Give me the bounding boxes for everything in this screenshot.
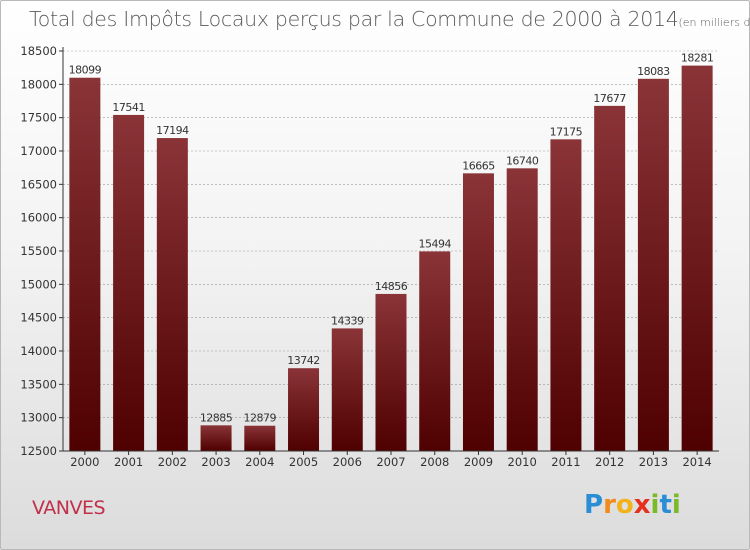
bar-value-label: 17541 [112,101,145,114]
x-tick-label: 2002 [158,455,187,469]
title-text: Total des Impôts Locaux perçus par la Co… [29,7,679,31]
x-tick-label: 2000 [70,455,99,469]
logo-letter: P [584,490,604,520]
x-tick-label: 2010 [508,455,537,469]
x-tick-label: 2009 [464,455,493,469]
x-tick-label: 2011 [551,455,580,469]
y-tick-label: 16500 [20,177,57,191]
y-tick-label: 15500 [20,244,57,258]
bar-value-label: 15494 [418,237,451,250]
x-tick-label: 2008 [420,455,449,469]
y-tick-label: 15000 [20,277,57,291]
x-tick-label: 2014 [682,455,711,469]
bar [462,173,494,452]
bar-value-label: 12879 [244,412,277,425]
logo-letter: x [633,490,651,520]
bar-value-label: 13742 [287,354,320,367]
bar [244,425,276,451]
y-tick-label: 13500 [20,377,57,391]
y-tick-label: 12500 [20,444,57,458]
bar [200,425,232,451]
bar-value-label: 16740 [506,154,539,167]
bar-value-label: 18083 [637,65,670,78]
y-tick-label: 14000 [20,344,57,358]
bar [375,293,407,451]
bar-value-label: 18281 [681,52,714,65]
x-tick-label: 2006 [333,455,362,469]
x-tick-label: 2013 [639,455,668,469]
bar-value-label: 14856 [375,280,408,293]
y-tick-label: 16000 [20,211,57,225]
logo-letter: i [650,490,660,520]
bar-value-label: 17677 [593,92,626,105]
y-tick-label: 13000 [20,411,57,425]
proxiti-logo: Proxiti [584,490,681,520]
bar [288,368,320,451]
bar [419,251,451,451]
bar [156,138,188,452]
x-tick-label: 2003 [201,455,230,469]
bar [550,139,582,452]
logo-letter: r [603,490,616,520]
bar [506,168,538,452]
logo-letter: t [659,490,672,520]
bar [681,65,713,451]
bar [113,114,145,451]
bar [594,105,626,451]
x-tick-label: 2005 [289,455,318,469]
bar [637,78,669,452]
x-tick-label: 2004 [245,455,274,469]
bar-value-label: 14339 [331,314,364,327]
y-tick-label: 18500 [20,44,57,58]
y-tick-label: 17000 [20,144,57,158]
bar-value-label: 17175 [550,125,583,138]
y-tick-label: 14500 [20,311,57,325]
logo-letter: o [615,490,634,520]
x-tick-label: 2007 [376,455,405,469]
x-tick-label: 2012 [595,455,624,469]
bar-value-label: 17194 [156,124,189,137]
bar-value-label: 16665 [462,159,495,172]
unit-note: (en milliers d'€) [678,16,750,29]
chart-title: Total des Impôts Locaux perçus par la Co… [29,7,750,31]
bar [331,328,363,451]
y-tick-label: 17500 [20,111,57,125]
commune-name: VANVES [32,497,106,519]
bar-value-label: 18099 [69,64,102,77]
y-tick-label: 18000 [20,77,57,91]
bar-value-label: 12885 [200,411,233,424]
bar [69,77,101,451]
x-tick-label: 2001 [114,455,143,469]
logo-letter: i [671,490,681,520]
